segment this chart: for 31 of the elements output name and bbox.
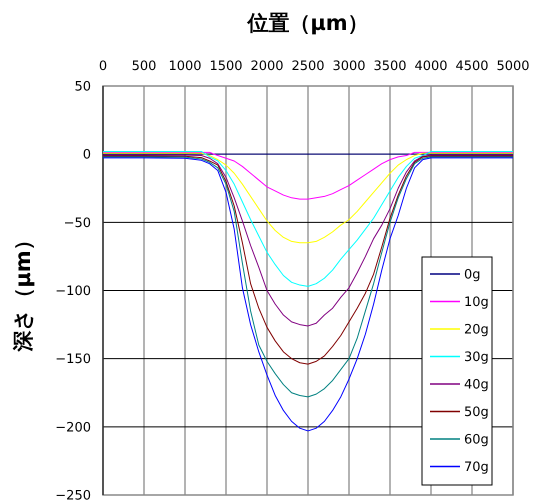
x-tick-label: 1500 xyxy=(209,59,243,74)
legend-label: 70g xyxy=(464,460,489,476)
legend-label: 60g xyxy=(464,432,489,448)
x-tick-label: 1000 xyxy=(168,59,202,74)
x-tick-label: 3500 xyxy=(373,59,407,74)
legend-label: 20g xyxy=(464,322,489,338)
legend-label: 30g xyxy=(464,350,489,366)
line-series xyxy=(102,150,514,287)
y-tick-label: −250 xyxy=(55,488,91,502)
x-tick-label: 500 xyxy=(132,59,156,74)
x-tick-label: 0 xyxy=(98,59,108,74)
x-tick-label: 2500 xyxy=(291,59,325,74)
x-tick-label: 2000 xyxy=(250,59,284,74)
y-tick-label: 50 xyxy=(74,80,91,95)
line-series xyxy=(102,152,514,200)
y-tick-label: −150 xyxy=(55,352,91,368)
line-series xyxy=(102,152,514,244)
y-tick-label: −100 xyxy=(55,284,91,300)
legend-label: 50g xyxy=(464,405,489,420)
x-tick-label: 3000 xyxy=(332,59,366,74)
x-tick-label: 4500 xyxy=(455,59,489,74)
y-axis-title: 深さ（μm） xyxy=(11,229,35,353)
x-axis-title: 位置（μm） xyxy=(246,11,369,35)
y-tick-label: 0 xyxy=(82,148,91,163)
legend-label: 0g xyxy=(464,268,481,283)
legend-label: 40g xyxy=(464,378,489,393)
x-tick-label: 4000 xyxy=(414,59,448,74)
x-tick-label: 5000 xyxy=(496,59,530,74)
y-tick-label: −50 xyxy=(64,216,91,231)
legend-label: 10g xyxy=(464,295,489,310)
y-tick-label: −200 xyxy=(55,420,91,436)
